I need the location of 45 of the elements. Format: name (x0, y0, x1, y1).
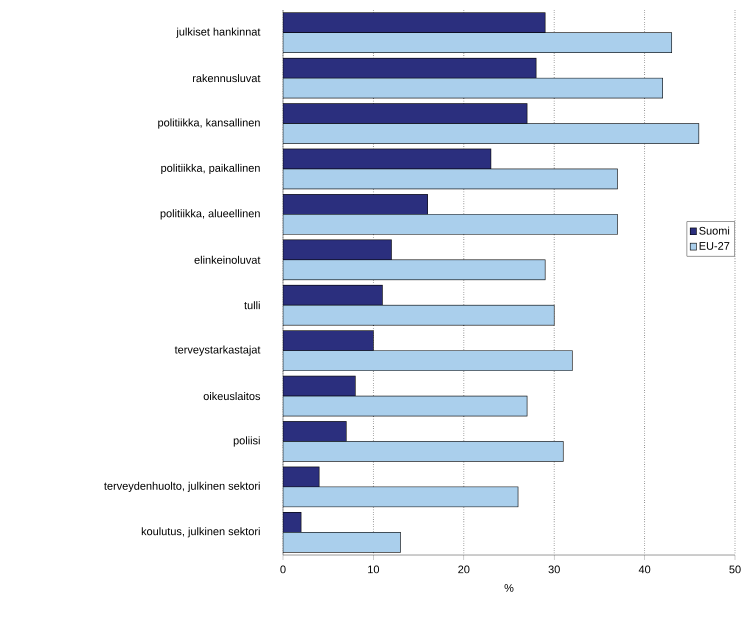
bar (283, 396, 528, 416)
bar (283, 330, 374, 351)
bar (283, 214, 618, 235)
y-tick-label: politiikka, paikallinen (161, 164, 260, 174)
y-tick-label: rakennusluvat (192, 74, 260, 82)
bar (283, 532, 401, 553)
bar (283, 284, 383, 306)
bar (283, 194, 428, 215)
y-tick-label: oikeuslaitos (204, 392, 260, 400)
legend-label: EU-27 (700, 242, 730, 250)
y-tick-label: julkiset hankinnat (176, 28, 260, 38)
bar (283, 240, 392, 260)
bar (283, 350, 573, 371)
bar (283, 421, 347, 442)
y-tick-label: elinkeinoluvat (194, 256, 260, 264)
x-tick-label: 40 (638, 566, 650, 574)
bar (283, 78, 663, 98)
bar (283, 466, 320, 488)
bar (283, 12, 546, 34)
bar (283, 512, 302, 533)
bar (283, 148, 492, 170)
y-tick-label: terveystarkastajat (174, 346, 260, 356)
x-tick-label: 50 (729, 566, 741, 574)
bar (283, 259, 546, 280)
y-tick-label: koulutus, julkinen sektori (142, 527, 260, 538)
x-tick-label: 0 (280, 566, 286, 574)
bar (283, 441, 564, 462)
legend-label: Suomi (699, 226, 730, 235)
bar (283, 168, 618, 190)
bar (283, 486, 518, 508)
x-tick-label: 30 (548, 566, 560, 574)
y-tick-label: politiikka, kansallinen (158, 118, 260, 129)
bar (283, 376, 356, 396)
bar (283, 304, 555, 326)
y-tick-label: poliisi (234, 436, 260, 447)
x-tick-label: 20 (458, 566, 470, 574)
bar (283, 123, 700, 144)
y-tick-label: tulli (244, 301, 260, 310)
x-axis-title: % (504, 584, 514, 592)
y-tick-label: terveydenhuolto, julkinen sektori (104, 482, 260, 492)
bar (283, 58, 536, 78)
x-tick-label: 10 (368, 566, 380, 574)
y-tick-label: politiikka, alueellinen (160, 209, 260, 220)
bar (283, 32, 672, 53)
bar (283, 103, 528, 124)
